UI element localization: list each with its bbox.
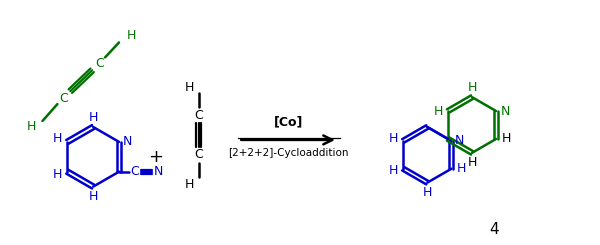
Text: H: H (27, 121, 36, 134)
Text: H: H (53, 168, 62, 181)
Text: H: H (185, 178, 194, 191)
Text: H: H (53, 132, 62, 145)
Text: H: H (88, 110, 98, 123)
Text: N: N (500, 105, 510, 118)
Text: 4: 4 (489, 222, 499, 237)
Text: C: C (131, 165, 139, 178)
Text: C: C (194, 109, 203, 122)
Text: H: H (185, 81, 194, 94)
Text: N: N (154, 165, 163, 178)
Text: H: H (422, 186, 432, 199)
Text: H: H (457, 162, 466, 175)
Text: H: H (502, 132, 511, 145)
Text: H: H (389, 164, 398, 177)
Text: N: N (122, 135, 131, 148)
Text: C: C (194, 148, 203, 161)
Text: H: H (467, 156, 477, 169)
Text: H: H (389, 132, 398, 145)
Text: H: H (126, 29, 136, 42)
Text: H: H (433, 105, 443, 118)
Text: N: N (455, 135, 464, 147)
Text: +: + (148, 148, 163, 166)
Text: [Co]: [Co] (274, 115, 303, 129)
Text: C: C (95, 57, 104, 70)
Text: C: C (59, 92, 68, 105)
Text: H: H (88, 190, 98, 203)
Text: [2+2+2]-Cycloaddition: [2+2+2]-Cycloaddition (228, 148, 349, 158)
Text: H: H (467, 81, 477, 94)
